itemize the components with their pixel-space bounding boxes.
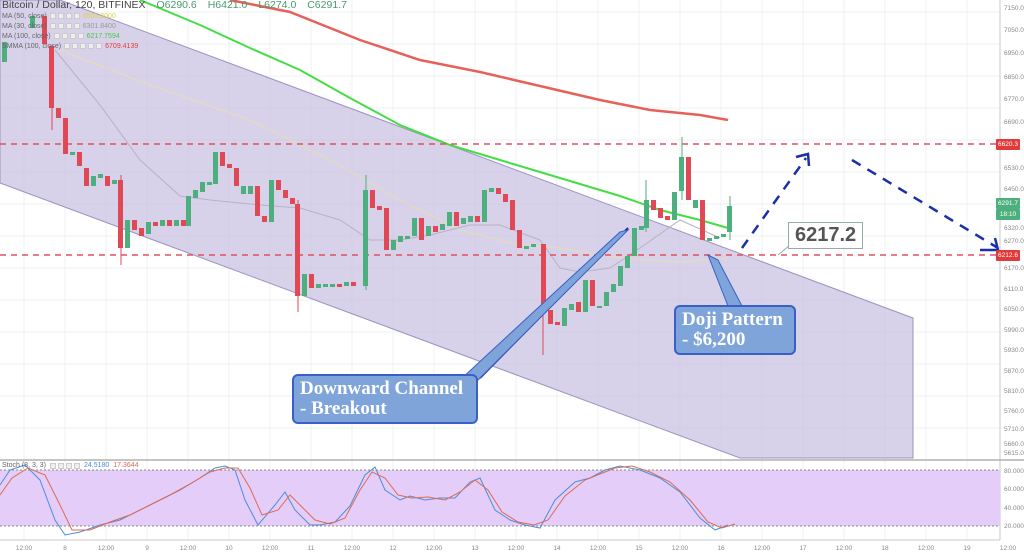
chart-legend: Bitcoin / Dollar, 120, BITFINEX O6290.6 … bbox=[2, 0, 347, 51]
svg-text:5930.0: 5930.0 bbox=[1004, 347, 1024, 354]
svg-text:5990.0: 5990.0 bbox=[1004, 327, 1024, 334]
stoch-k-value: 24.5180 bbox=[83, 462, 110, 469]
stoch-legend[interactable]: Stoch (8, 3, 3) 24.5180 17.3644 bbox=[2, 462, 139, 469]
svg-text:12:00: 12:00 bbox=[426, 545, 443, 552]
svg-text:7150.0: 7150.0 bbox=[1004, 5, 1024, 12]
stoch-axis-ticks[interactable]: 80.0000 60.0000 40.0000 20.0000 bbox=[1004, 468, 1024, 530]
svg-text:5870.0: 5870.0 bbox=[1004, 368, 1024, 375]
svg-text:12:00: 12:00 bbox=[918, 545, 935, 552]
ohlc-open: O6290.6 bbox=[156, 0, 197, 11]
svg-text:7050.0: 7050.0 bbox=[1004, 27, 1024, 34]
svg-text:12:00: 12:00 bbox=[262, 545, 279, 552]
projection-arrows[interactable] bbox=[740, 157, 999, 250]
ma-30-line bbox=[54, 49, 721, 273]
stoch-d-line bbox=[0, 465, 736, 531]
time-axis-ticks[interactable]: 12:00 8 12:00 9 12:00 10 12:00 11 12:00 12 12… bbox=[16, 545, 1017, 552]
svg-text:12:00: 12:00 bbox=[98, 545, 115, 552]
ohlc-low: L6274.0 bbox=[258, 0, 297, 11]
channel-breakout-callout[interactable]: Downward Channel - Breakout bbox=[292, 374, 478, 424]
indicator-ma50[interactable]: MA (50, close) 6505.3000 bbox=[2, 12, 116, 20]
doji-pattern-callout[interactable]: Doji Pattern - $6,200 bbox=[674, 305, 796, 355]
svg-text:17: 17 bbox=[799, 545, 807, 552]
svg-text:6270.0: 6270.0 bbox=[1004, 238, 1024, 245]
svg-text:12:00: 12:00 bbox=[672, 545, 689, 552]
svg-text:12:00: 12:00 bbox=[590, 545, 607, 552]
smma-100-line bbox=[229, 0, 729, 122]
svg-text:5615.0: 5615.0 bbox=[1004, 450, 1024, 457]
svg-text:12:00: 12:00 bbox=[1000, 545, 1017, 552]
indicator-controls[interactable] bbox=[64, 43, 103, 49]
svg-text:5760.0: 5760.0 bbox=[1004, 408, 1024, 415]
support-badge: 6212.6 bbox=[996, 250, 1020, 261]
svg-text:6850.0: 6850.0 bbox=[1004, 74, 1024, 81]
svg-text:11: 11 bbox=[308, 545, 315, 552]
svg-text:8: 8 bbox=[63, 545, 67, 552]
indicator-ma100[interactable]: MA (100, close) 6217.7594 bbox=[2, 32, 120, 40]
svg-text:5810.0: 5810.0 bbox=[1004, 388, 1024, 395]
svg-text:12:00: 12:00 bbox=[180, 545, 197, 552]
svg-text:9: 9 bbox=[145, 545, 149, 552]
ma-50-line bbox=[59, 49, 729, 263]
svg-text:12: 12 bbox=[389, 545, 397, 552]
svg-text:12:00: 12:00 bbox=[508, 545, 525, 552]
svg-text:60.0000: 60.0000 bbox=[1004, 486, 1024, 493]
indicator-smma100[interactable]: SMMA (100, close) 6709.4139 bbox=[2, 42, 139, 50]
indicator-controls[interactable] bbox=[53, 33, 84, 39]
svg-text:6690.0: 6690.0 bbox=[1004, 119, 1024, 126]
svg-text:80.0000: 80.0000 bbox=[1004, 468, 1024, 475]
svg-text:18: 18 bbox=[881, 545, 889, 552]
svg-text:5710.0: 5710.0 bbox=[1004, 426, 1024, 433]
indicator-ma30[interactable]: MA (30, close) 6301.8400 bbox=[2, 22, 116, 30]
svg-text:16: 16 bbox=[717, 545, 725, 552]
svg-text:6770.0: 6770.0 bbox=[1004, 96, 1024, 103]
svg-text:6170.0: 6170.0 bbox=[1004, 265, 1024, 272]
svg-text:12:00: 12:00 bbox=[836, 545, 853, 552]
svg-text:10: 10 bbox=[225, 545, 233, 552]
candles bbox=[2, 16, 732, 355]
indicator-controls[interactable] bbox=[49, 13, 80, 19]
svg-text:40.0000: 40.0000 bbox=[1004, 505, 1024, 512]
svg-text:14: 14 bbox=[553, 545, 561, 552]
indicator-controls[interactable] bbox=[49, 23, 80, 29]
svg-text:15: 15 bbox=[635, 545, 643, 552]
price-label-6217[interactable]: 6217.2 bbox=[788, 222, 864, 249]
svg-text:12:00: 12:00 bbox=[344, 545, 361, 552]
svg-text:19: 19 bbox=[963, 545, 971, 552]
symbol-header[interactable]: Bitcoin / Dollar, 120, BITFINEX O6290.6 … bbox=[2, 0, 347, 11]
svg-text:5660.0: 5660.0 bbox=[1004, 441, 1024, 448]
svg-text:12:00: 12:00 bbox=[16, 545, 33, 552]
svg-text:12:00: 12:00 bbox=[754, 545, 771, 552]
svg-text:6320.0: 6320.0 bbox=[1004, 225, 1024, 232]
stoch-band bbox=[0, 470, 1000, 526]
symbol-title[interactable]: Bitcoin / Dollar, 120, BITFINEX bbox=[2, 0, 146, 11]
svg-text:13: 13 bbox=[471, 545, 479, 552]
svg-text:6450.0: 6450.0 bbox=[1004, 186, 1024, 193]
price-axis-ticks[interactable]: 7150.0 7050.0 6950.0 6850.0 6770.0 6690.0 6… bbox=[1004, 5, 1024, 457]
ohlc-close: C6291.7 bbox=[307, 0, 347, 11]
stoch-d-value: 17.3644 bbox=[113, 462, 139, 469]
resistance-badge: 6620.3 bbox=[996, 139, 1020, 150]
countdown-badge: 18:10 bbox=[996, 209, 1020, 220]
svg-text:6110.0: 6110.0 bbox=[1004, 286, 1024, 293]
stoch-controls[interactable] bbox=[49, 462, 80, 469]
ohlc-high: H6421.0 bbox=[207, 0, 248, 11]
svg-text:6950.0: 6950.0 bbox=[1004, 50, 1024, 57]
svg-text:20.0000: 20.0000 bbox=[1004, 523, 1024, 530]
last-price-badge: 6291.7 bbox=[996, 198, 1020, 209]
svg-text:6530.0: 6530.0 bbox=[1004, 165, 1024, 172]
svg-text:6050.0: 6050.0 bbox=[1004, 306, 1024, 313]
